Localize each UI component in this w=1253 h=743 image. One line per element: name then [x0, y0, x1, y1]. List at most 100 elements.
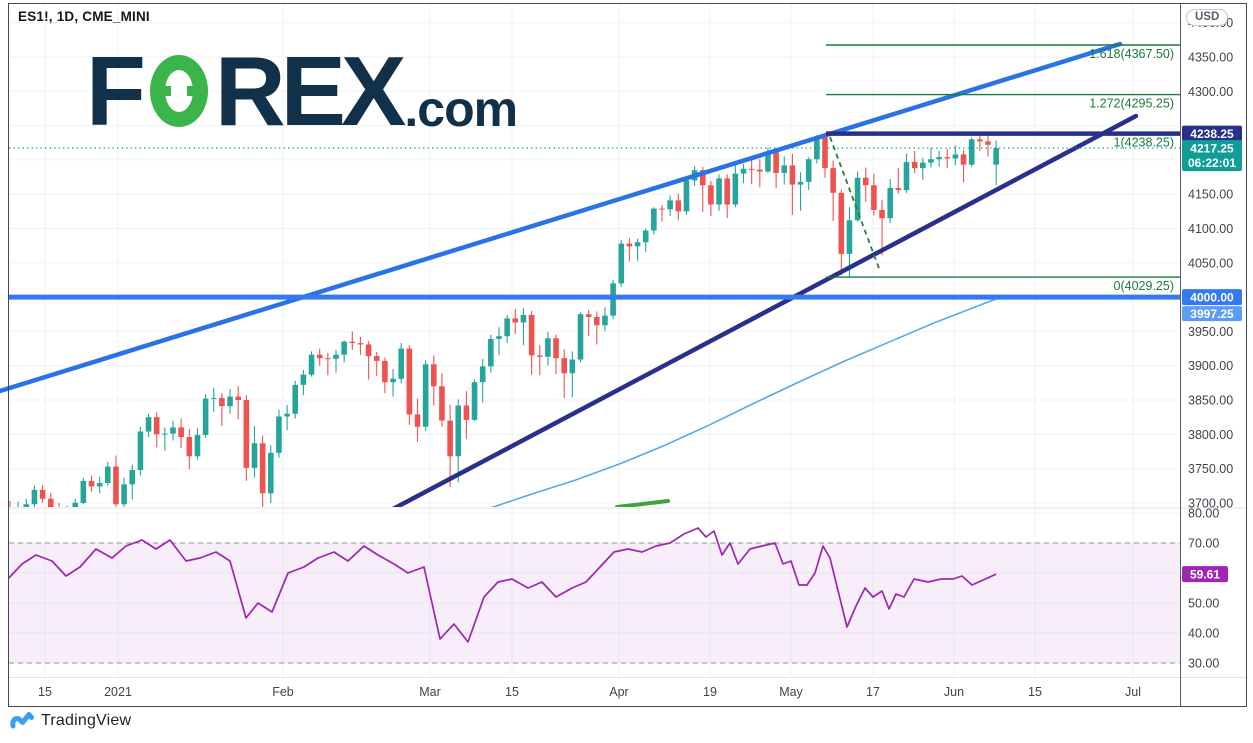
- time-axis-label: Mar: [419, 685, 441, 699]
- candle-body: [528, 314, 535, 356]
- time-axis-label: Jul: [1125, 685, 1141, 699]
- candle-body: [626, 243, 633, 247]
- time-axis-label: 15: [1028, 685, 1042, 699]
- candle-body: [219, 397, 225, 407]
- resistance-price-badge: [1182, 125, 1242, 142]
- forex-logo-com: .com: [404, 81, 518, 138]
- price-axis-label: 3700.00: [1188, 496, 1233, 510]
- candle-body: [145, 417, 152, 432]
- ma-badge-text: 3997.25: [1190, 307, 1234, 321]
- candle-body: [431, 364, 437, 387]
- candle-body: [822, 137, 828, 169]
- ascending-channel-line[interactable]: [0, 41, 1123, 394]
- time-axis-label: May: [779, 685, 803, 699]
- candle-body: [178, 427, 184, 438]
- forex-logo-f: F: [86, 36, 146, 146]
- candle-body: [960, 154, 967, 165]
- candle-body: [993, 148, 999, 165]
- price-axis-label: 3850.00: [1188, 394, 1233, 408]
- candle-body: [186, 437, 193, 457]
- fib-level-label-1.272: 1.272(4295.25): [1089, 97, 1174, 111]
- ascending-trendline[interactable]: [391, 113, 1139, 509]
- fibonacci-extension: 1.618(4367.50) 1.272(4295.25) 1(4238.25) 0(…: [826, 44, 1180, 293]
- candle-body: [202, 398, 209, 435]
- moving-average-line: [490, 298, 997, 507]
- candle-body: [170, 427, 176, 434]
- symbol-title[interactable]: ES1!, 1D, CME_MINI: [18, 9, 150, 24]
- time-axis-label: 19: [703, 685, 717, 699]
- candle-body: [284, 413, 290, 417]
- price-axis[interactable]: 4400.004350.004300.004150.004100.004050.…: [1182, 16, 1242, 671]
- candle-body: [675, 200, 682, 212]
- fib-level-label-1: 1(4238.25): [1114, 136, 1174, 150]
- candle-body: [536, 355, 543, 357]
- candle-body: [683, 180, 690, 212]
- candle-body: [968, 139, 975, 165]
- candle-body: [137, 431, 144, 470]
- candle-body: [504, 318, 510, 337]
- candle-body: [871, 185, 877, 210]
- candle-body: [830, 168, 836, 193]
- candle-body: [887, 188, 893, 219]
- rsi-axis-label: 80.00: [1188, 507, 1219, 521]
- candle-body: [235, 396, 241, 400]
- rsi-value-badge: [1182, 566, 1228, 583]
- candle-body: [463, 405, 470, 420]
- candle-body: [879, 209, 885, 219]
- candle-body: [708, 185, 714, 205]
- candle-body: [227, 396, 233, 407]
- candle-body: [561, 358, 567, 374]
- candle-body: [194, 434, 201, 457]
- candle-body: [977, 139, 983, 142]
- candle-body: [406, 348, 413, 415]
- candle-body: [259, 443, 266, 494]
- rsi-axis-label: 50.00: [1188, 597, 1219, 611]
- candle-body: [113, 466, 119, 505]
- candle-body: [243, 400, 250, 468]
- candle-body: [846, 220, 853, 254]
- candle-body: [455, 405, 462, 457]
- candle-body: [838, 192, 845, 254]
- tradingview-cloud-icon: [10, 712, 34, 729]
- candle-body: [357, 343, 364, 345]
- candle-body: [585, 314, 592, 317]
- candle-body: [928, 159, 934, 163]
- tradingview-logo[interactable]: TradingView: [10, 710, 131, 732]
- candle-body: [740, 168, 747, 174]
- candle-body: [496, 336, 502, 339]
- candle-body: [471, 382, 478, 420]
- candle-body: [162, 433, 168, 435]
- candle-body: [422, 364, 429, 427]
- chart-border: [8, 3, 1247, 707]
- candle-body: [292, 384, 299, 414]
- candle-body: [895, 188, 902, 191]
- candle-body: [105, 466, 111, 484]
- candle-body: [748, 168, 755, 170]
- candle-body: [31, 489, 38, 505]
- fib-level-label-0: 0(4029.25): [1114, 279, 1174, 293]
- forex-logo-zero-icon: [149, 55, 208, 128]
- last-price-badge: [1182, 140, 1242, 172]
- tradingview-brand-text: TradingView: [41, 712, 132, 729]
- time-axis[interactable]: 15 2021 Feb Mar 15 Apr 19 May 17 Jun 15 Jul: [38, 685, 1141, 699]
- currency-toggle-pill[interactable]: USD: [1186, 9, 1229, 26]
- candle-body: [316, 354, 323, 359]
- candle-body: [797, 181, 804, 185]
- candle-body: [308, 354, 315, 375]
- candle-body: [577, 314, 584, 360]
- candle-body: [398, 348, 404, 379]
- candle-body: [920, 162, 926, 169]
- candle-body: [447, 420, 453, 457]
- candle-body: [96, 483, 103, 487]
- fib-connector-dashed-line: [829, 136, 881, 272]
- candle-body: [757, 169, 763, 172]
- price-axis-label: 3900.00: [1188, 359, 1233, 373]
- last-price-text: 4217.25: [1190, 142, 1234, 156]
- candle-body: [325, 358, 331, 360]
- candle-body: [88, 480, 95, 487]
- fib-level-label-1.618: 1.618(4367.50): [1089, 47, 1174, 61]
- candle-body: [23, 504, 30, 507]
